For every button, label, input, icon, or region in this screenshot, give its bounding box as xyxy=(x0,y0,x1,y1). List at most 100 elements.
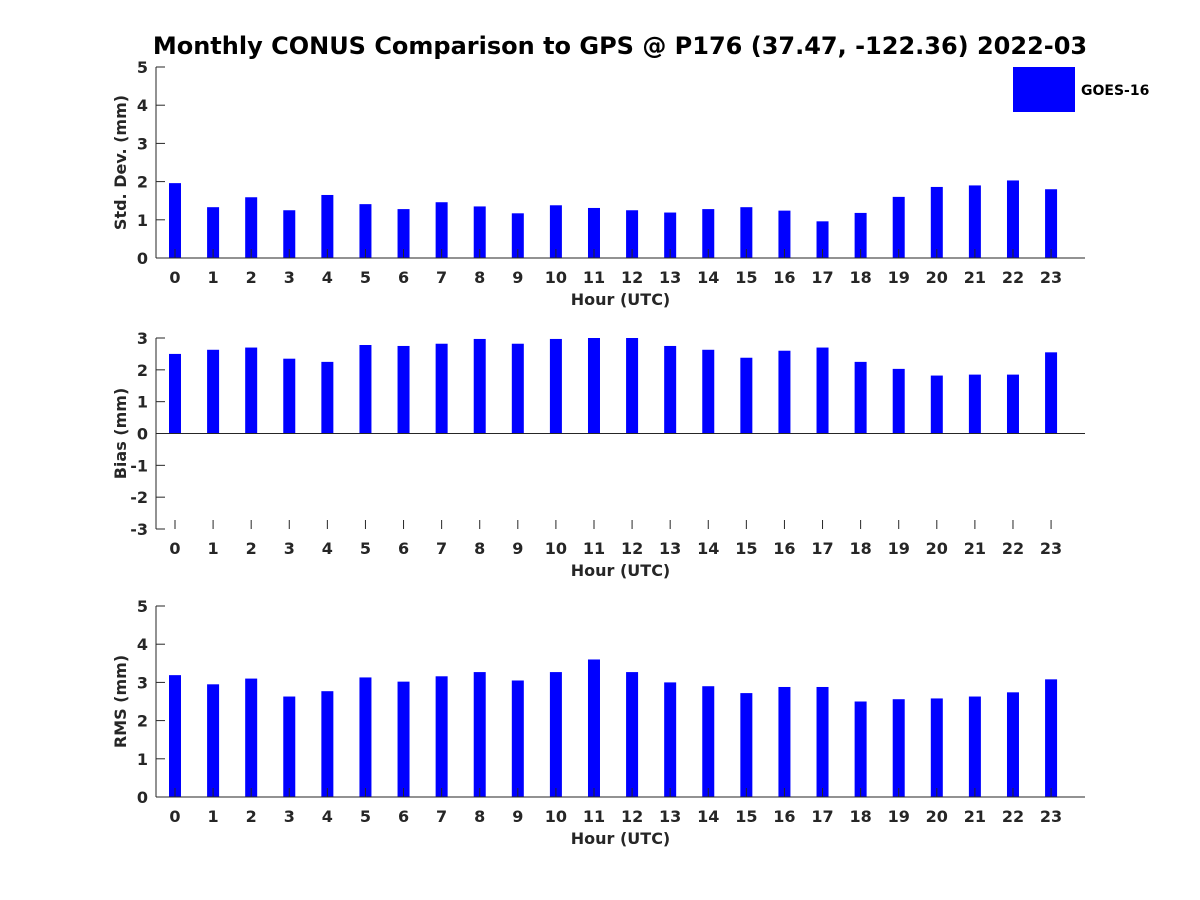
x-tick-label: 2 xyxy=(246,807,257,826)
x-tick-label: 17 xyxy=(811,539,833,558)
x-tick-label: 7 xyxy=(436,539,447,558)
bar-hour-7 xyxy=(435,202,448,258)
bar-hour-3 xyxy=(283,210,296,258)
y-tick-label: 1 xyxy=(137,750,148,769)
bar-hour-23 xyxy=(1045,352,1058,434)
bar-hour-6 xyxy=(397,681,410,797)
bar-hour-4 xyxy=(321,691,334,797)
x-tick-label: 23 xyxy=(1040,539,1062,558)
y-tick-label: 3 xyxy=(137,134,148,153)
legend-label: GOES-16 xyxy=(1081,83,1149,99)
x-tick-label: 23 xyxy=(1040,807,1062,826)
bar-hour-16 xyxy=(778,350,791,434)
y-tick-label: -3 xyxy=(130,520,148,539)
x-tick-label: 22 xyxy=(1002,539,1024,558)
bar-hour-7 xyxy=(435,676,448,797)
figure-title: Monthly CONUS Comparison to GPS @ P176 (… xyxy=(153,32,1087,60)
y-tick-label: 1 xyxy=(137,211,148,230)
x-tick-label: 11 xyxy=(583,268,605,287)
x-tick-label: 20 xyxy=(926,807,948,826)
bar-hour-17 xyxy=(816,347,829,434)
x-tick-label: 15 xyxy=(735,268,757,287)
y-axis-label: Std. Dev. (mm) xyxy=(111,95,130,230)
x-tick-label: 0 xyxy=(169,268,180,287)
x-tick-label: 4 xyxy=(322,268,333,287)
y-tick-label: 1 xyxy=(137,393,148,412)
bar-hour-20 xyxy=(930,698,943,797)
x-tick-label: 9 xyxy=(512,268,523,287)
x-tick-label: 4 xyxy=(322,539,333,558)
y-tick-label: 5 xyxy=(137,58,148,77)
bar-hour-7 xyxy=(435,343,448,434)
bar-hour-13 xyxy=(664,212,677,258)
x-tick-label: 10 xyxy=(545,807,567,826)
bar-hour-9 xyxy=(511,213,524,258)
bar-hour-5 xyxy=(359,345,372,434)
x-tick-label: 8 xyxy=(474,807,485,826)
bar-hour-14 xyxy=(702,686,715,797)
x-tick-label: 5 xyxy=(360,268,371,287)
bar-hour-16 xyxy=(778,210,791,258)
x-tick-label: 16 xyxy=(773,539,795,558)
x-tick-label: 18 xyxy=(849,268,871,287)
x-tick-label: 4 xyxy=(322,807,333,826)
bar-hour-12 xyxy=(626,210,639,258)
x-axis-label: Hour (UTC) xyxy=(571,829,671,848)
x-tick-label: 1 xyxy=(208,539,219,558)
x-tick-label: 6 xyxy=(398,539,409,558)
bar-hour-9 xyxy=(511,343,524,434)
x-tick-label: 9 xyxy=(512,539,523,558)
x-tick-label: 10 xyxy=(545,268,567,287)
x-tick-label: 16 xyxy=(773,268,795,287)
x-tick-label: 15 xyxy=(735,807,757,826)
x-tick-label: 19 xyxy=(888,268,910,287)
y-axis-label: Bias (mm) xyxy=(111,388,130,480)
x-tick-label: 18 xyxy=(849,807,871,826)
x-tick-label: 2 xyxy=(246,539,257,558)
bar-hour-14 xyxy=(702,349,715,434)
y-tick-label: -2 xyxy=(130,488,148,507)
x-tick-label: 0 xyxy=(169,807,180,826)
x-tick-label: 22 xyxy=(1002,268,1024,287)
x-tick-label: 5 xyxy=(360,539,371,558)
y-tick-label: 3 xyxy=(137,329,148,348)
y-tick-label: 5 xyxy=(137,597,148,616)
y-tick-label: 2 xyxy=(137,361,148,380)
x-tick-label: 13 xyxy=(659,268,681,287)
bar-hour-10 xyxy=(549,338,562,434)
bar-hour-2 xyxy=(245,197,258,258)
y-tick-label: 0 xyxy=(137,249,148,268)
x-tick-label: 0 xyxy=(169,539,180,558)
x-tick-label: 14 xyxy=(697,268,719,287)
bar-hour-17 xyxy=(816,686,829,797)
x-tick-label: 17 xyxy=(811,807,833,826)
bar-hour-22 xyxy=(1006,180,1019,258)
bar-hour-3 xyxy=(283,696,296,797)
y-tick-label: 4 xyxy=(137,635,148,654)
bar-hour-19 xyxy=(892,368,905,434)
x-tick-label: 3 xyxy=(284,807,295,826)
bar-hour-8 xyxy=(473,338,486,434)
bar-hour-17 xyxy=(816,221,829,258)
bar-hour-10 xyxy=(549,205,562,258)
bar-hour-8 xyxy=(473,672,486,797)
bar-hour-11 xyxy=(587,659,600,797)
bar-hour-13 xyxy=(664,345,677,434)
bar-hour-18 xyxy=(854,361,867,434)
x-tick-label: 13 xyxy=(659,539,681,558)
bar-hour-15 xyxy=(740,357,753,434)
x-tick-label: 6 xyxy=(398,268,409,287)
x-tick-label: 6 xyxy=(398,807,409,826)
x-tick-label: 14 xyxy=(697,807,719,826)
bar-hour-21 xyxy=(968,185,981,258)
y-tick-label: 0 xyxy=(137,425,148,444)
legend-swatch xyxy=(1013,67,1075,112)
bar-hour-13 xyxy=(664,682,677,797)
x-tick-label: 21 xyxy=(964,539,986,558)
bar-hour-12 xyxy=(626,672,639,797)
bar-hour-3 xyxy=(283,358,296,434)
x-tick-label: 9 xyxy=(512,807,523,826)
